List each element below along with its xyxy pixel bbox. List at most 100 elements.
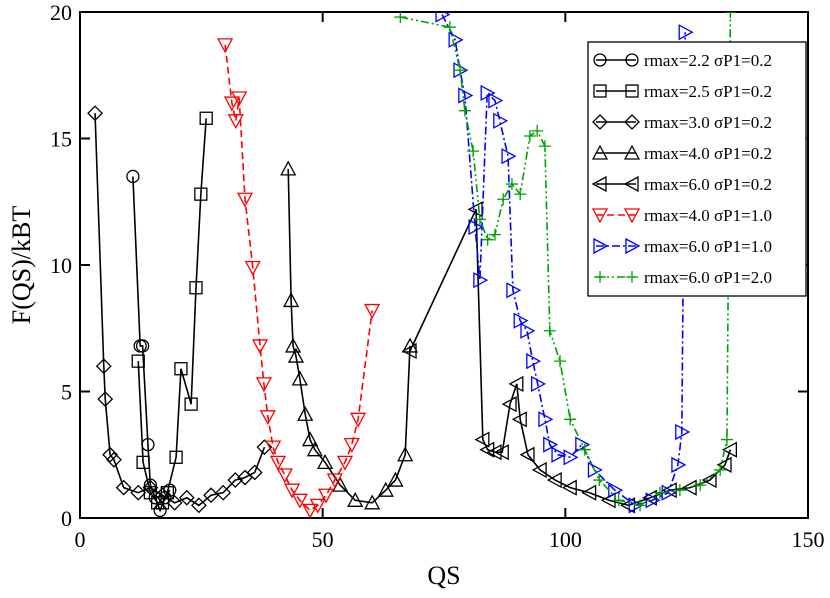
marker xyxy=(126,169,140,184)
marker xyxy=(87,105,103,122)
marker xyxy=(106,451,122,468)
y-tick-label: 10 xyxy=(50,253,72,278)
y-tick-label: 15 xyxy=(50,127,72,152)
marker xyxy=(724,12,737,18)
marker xyxy=(578,443,591,456)
marker xyxy=(136,455,150,469)
marker xyxy=(526,353,542,370)
series-line xyxy=(441,14,687,507)
series-line xyxy=(132,176,171,513)
legend-marker xyxy=(591,175,607,193)
marker xyxy=(634,499,647,512)
marker xyxy=(350,412,367,428)
marker xyxy=(514,188,527,201)
marker xyxy=(153,503,167,518)
marker xyxy=(95,358,112,375)
marker xyxy=(519,446,535,463)
marker xyxy=(564,413,577,426)
marker xyxy=(628,497,644,514)
legend-marker xyxy=(593,84,607,98)
marker xyxy=(291,493,308,509)
marker xyxy=(397,446,414,462)
legend-marker xyxy=(623,175,639,193)
legend-marker xyxy=(626,271,638,283)
marker xyxy=(265,440,282,456)
marker xyxy=(531,124,544,137)
marker xyxy=(653,486,666,499)
marker xyxy=(505,178,518,191)
marker xyxy=(199,111,213,125)
marker xyxy=(531,461,547,479)
series-line xyxy=(94,113,266,507)
marker xyxy=(435,12,451,23)
y-axis-label: F(QS)/kBT xyxy=(7,206,36,325)
marker xyxy=(443,21,456,34)
x-tick-label: 50 xyxy=(312,527,334,552)
legend-marker xyxy=(593,53,607,67)
marker xyxy=(523,129,536,142)
marker xyxy=(190,497,207,514)
marker xyxy=(336,455,354,471)
marker xyxy=(284,483,301,499)
marker xyxy=(97,391,114,408)
marker xyxy=(543,324,556,337)
y-tick-label: 5 xyxy=(61,380,72,405)
marker xyxy=(189,281,203,295)
marker xyxy=(468,218,484,236)
marker xyxy=(488,228,501,241)
marker xyxy=(166,494,183,511)
marker xyxy=(681,479,697,496)
marker xyxy=(227,114,244,130)
legend-marker xyxy=(623,144,641,160)
legend-label: rmax=4.0 σP1=0.2 xyxy=(644,144,772,163)
legend-marker xyxy=(593,237,609,255)
marker xyxy=(364,494,381,510)
marker xyxy=(142,479,159,496)
marker xyxy=(448,31,464,48)
x-tick-label: 100 xyxy=(549,527,582,552)
marker xyxy=(493,112,509,129)
marker xyxy=(135,339,150,353)
marker xyxy=(501,148,517,165)
marker xyxy=(246,464,263,481)
marker xyxy=(587,461,603,479)
legend-box xyxy=(587,41,807,297)
marker xyxy=(347,491,364,507)
legend-marker xyxy=(591,144,609,160)
legend-label: rmax=4.0 σP1=1.0 xyxy=(644,206,772,225)
marker xyxy=(244,260,261,276)
marker xyxy=(716,456,732,473)
legend-label: rmax=3.0 σP1=0.2 xyxy=(644,113,772,132)
marker xyxy=(297,405,314,421)
marker xyxy=(174,362,188,376)
marker xyxy=(276,468,293,484)
marker xyxy=(169,450,183,464)
marker xyxy=(301,431,319,447)
marker xyxy=(473,213,486,226)
marker xyxy=(721,441,737,458)
marker xyxy=(671,456,687,473)
marker xyxy=(551,446,567,463)
marker xyxy=(508,375,524,392)
marker xyxy=(458,104,471,117)
marker xyxy=(480,84,496,102)
marker xyxy=(612,494,625,507)
x-tick-label: 0 xyxy=(75,527,86,552)
marker xyxy=(251,339,269,355)
marker xyxy=(326,473,343,489)
marker xyxy=(184,397,198,411)
marker xyxy=(720,433,733,446)
marker xyxy=(538,411,554,428)
marker xyxy=(474,431,490,448)
marker xyxy=(131,354,145,368)
marker xyxy=(575,436,591,453)
marker xyxy=(317,488,335,504)
marker xyxy=(377,481,394,497)
legend-marker xyxy=(594,271,606,283)
marker xyxy=(223,96,240,112)
x-axis-label: QS xyxy=(427,561,460,590)
marker xyxy=(546,471,562,489)
legend-marker xyxy=(591,208,609,224)
